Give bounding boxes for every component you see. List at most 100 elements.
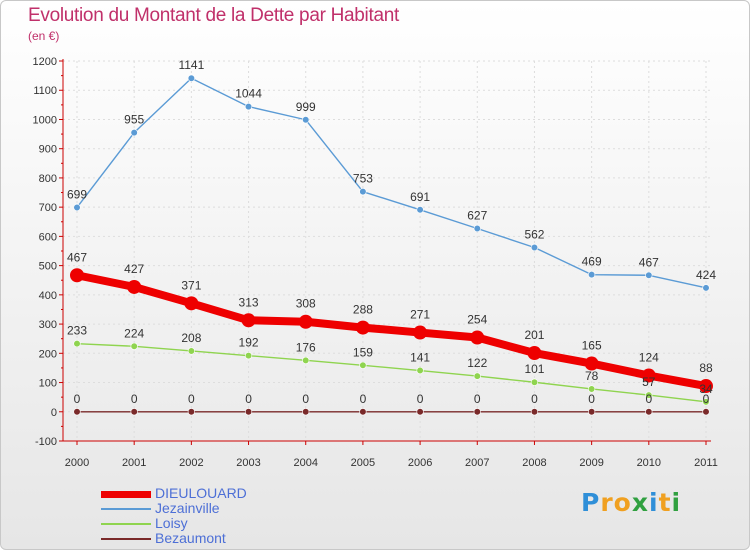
data-point [244, 102, 253, 111]
legend-swatch [101, 490, 151, 498]
data-label: 1141 [178, 58, 204, 72]
legend-label: Loisy [155, 515, 188, 531]
logo-letter: r [600, 488, 614, 517]
data-label: 0 [74, 392, 81, 406]
data-point [527, 346, 542, 361]
legend-label: Jezainville [155, 500, 220, 516]
data-point [73, 203, 81, 212]
y-tick-label: 100 [39, 378, 57, 390]
data-label: 224 [124, 326, 144, 340]
data-label: 0 [588, 392, 595, 406]
data-point [699, 379, 713, 394]
data-label: 233 [67, 324, 87, 338]
x-tick-label: 2011 [694, 457, 718, 469]
series-line-dieulouard [73, 271, 710, 391]
data-point [413, 325, 428, 340]
data-point [302, 116, 310, 124]
data-label: 0 [703, 392, 710, 406]
data-point [588, 385, 596, 393]
logo-letter: i [671, 488, 682, 517]
data-label: 271 [410, 308, 430, 322]
series-line-jezainville [76, 77, 707, 289]
data-point [702, 284, 710, 292]
data-label: 0 [360, 392, 367, 406]
data-label: 1044 [235, 87, 262, 101]
chart-subtitle: (en €) [28, 29, 60, 43]
y-tick-label: 1000 [33, 114, 57, 126]
y-tick-label: 300 [39, 319, 57, 331]
data-label: 288 [353, 303, 373, 317]
data-point [241, 313, 256, 328]
y-tick-label: 400 [39, 290, 57, 302]
data-label: 124 [639, 351, 659, 365]
y-tick-label: 800 [39, 173, 57, 185]
y-tick-label: 200 [39, 348, 57, 360]
y-tick-label: 0 [51, 407, 57, 419]
data-point [244, 408, 253, 416]
legend-swatch [101, 508, 151, 510]
y-tick-label: 700 [39, 202, 57, 214]
data-point [359, 408, 367, 416]
data-label: 78 [585, 369, 599, 383]
data-label: 467 [639, 255, 659, 269]
data-point [702, 398, 710, 406]
proxiti-logo: Proxiti [581, 488, 681, 517]
data-point [530, 408, 539, 416]
legend-swatch [101, 538, 151, 540]
data-point [530, 243, 539, 252]
y-tick-label: 1200 [33, 56, 57, 68]
logo-letter: t [658, 488, 672, 517]
data-label: 424 [696, 268, 716, 282]
data-label: 34 [699, 382, 713, 396]
data-point [588, 408, 596, 416]
data-label: 0 [417, 392, 424, 406]
data-point [70, 268, 84, 283]
data-point [473, 224, 481, 233]
data-label: 999 [296, 100, 316, 114]
data-label: 101 [524, 362, 544, 376]
data-label: 0 [474, 392, 481, 406]
data-point [359, 361, 367, 369]
x-tick-label: 2000 [65, 457, 89, 469]
data-label: 699 [67, 187, 87, 201]
data-point [73, 408, 81, 416]
x-tick-label: 2005 [351, 457, 375, 469]
data-label: 165 [582, 339, 602, 353]
data-label: 469 [582, 255, 602, 269]
data-label: 201 [524, 328, 544, 342]
logo-letter: P [581, 488, 601, 517]
x-tick-label: 2008 [522, 457, 546, 469]
data-point [244, 352, 253, 360]
data-label: 176 [296, 340, 316, 354]
logo-letter: x [631, 488, 649, 517]
data-point [584, 356, 599, 371]
data-label: 427 [124, 262, 144, 276]
data-point [184, 296, 199, 311]
data-point [645, 408, 653, 416]
data-point [645, 271, 653, 279]
x-tick-label: 2004 [293, 457, 317, 469]
data-label: 159 [353, 345, 373, 359]
data-label: 208 [181, 331, 201, 345]
data-label: 0 [188, 392, 195, 406]
data-point [641, 368, 656, 383]
data-label: 753 [353, 172, 373, 186]
x-tick-label: 2009 [579, 457, 603, 469]
data-label: 308 [296, 297, 316, 311]
data-label: 562 [524, 227, 544, 241]
data-label: 955 [124, 113, 144, 127]
legend-label: Bezaumont [155, 530, 226, 546]
chart-title: Evolution du Montant de la Dette par Hab… [28, 5, 399, 26]
x-tick-label: 2006 [408, 457, 432, 469]
data-point [702, 408, 710, 416]
data-label: 0 [245, 392, 252, 406]
y-tick-label: 900 [39, 144, 57, 156]
data-point [588, 271, 596, 279]
data-label: 88 [699, 361, 713, 375]
data-label: 691 [410, 190, 430, 204]
data-point [187, 347, 195, 355]
data-label: 0 [131, 392, 138, 406]
x-tick-label: 2007 [465, 457, 489, 469]
